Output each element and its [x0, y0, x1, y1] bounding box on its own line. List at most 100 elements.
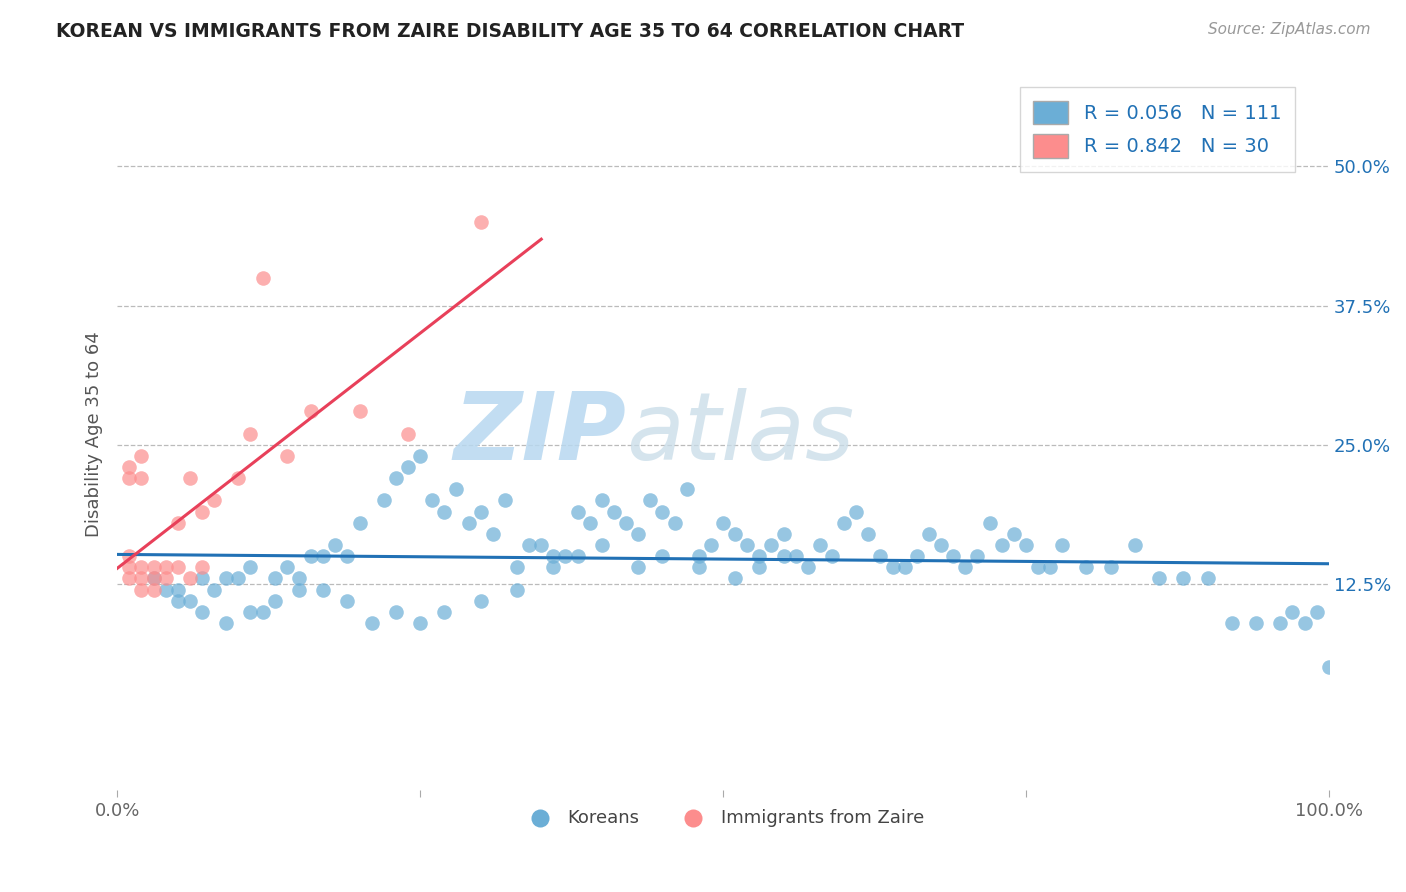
Point	[530, 538, 553, 552]
Point	[191, 560, 214, 574]
Point	[155, 571, 177, 585]
Point	[591, 493, 613, 508]
Point	[882, 560, 904, 574]
Point	[323, 538, 346, 552]
Point	[312, 582, 335, 597]
Point	[239, 560, 262, 574]
Point	[651, 549, 673, 563]
Point	[433, 605, 456, 619]
Point	[299, 404, 322, 418]
Point	[118, 571, 141, 585]
Point	[614, 516, 637, 530]
Point	[979, 516, 1001, 530]
Point	[517, 538, 540, 552]
Point	[506, 582, 529, 597]
Point	[724, 527, 747, 541]
Point	[1305, 605, 1327, 619]
Point	[627, 527, 650, 541]
Point	[202, 582, 225, 597]
Point	[118, 560, 141, 574]
Y-axis label: Disability Age 35 to 64: Disability Age 35 to 64	[86, 331, 103, 537]
Point	[1281, 605, 1303, 619]
Point	[1147, 571, 1170, 585]
Point	[336, 593, 359, 607]
Point	[688, 549, 710, 563]
Point	[1099, 560, 1122, 574]
Point	[640, 493, 662, 508]
Point	[166, 516, 188, 530]
Point	[567, 549, 589, 563]
Point	[239, 605, 262, 619]
Point	[1039, 560, 1062, 574]
Point	[1002, 527, 1025, 541]
Point	[543, 549, 565, 563]
Point	[433, 505, 456, 519]
Point	[420, 493, 443, 508]
Point	[821, 549, 844, 563]
Point	[142, 582, 165, 597]
Text: atlas: atlas	[626, 388, 855, 479]
Point	[1076, 560, 1098, 574]
Point	[955, 560, 977, 574]
Point	[761, 538, 783, 552]
Point	[748, 560, 770, 574]
Point	[506, 560, 529, 574]
Point	[1317, 660, 1340, 674]
Point	[191, 505, 214, 519]
Point	[228, 471, 250, 485]
Point	[166, 582, 188, 597]
Point	[239, 426, 262, 441]
Point	[869, 549, 891, 563]
Point	[603, 505, 626, 519]
Point	[457, 516, 479, 530]
Point	[772, 527, 794, 541]
Point	[215, 615, 238, 630]
Point	[179, 571, 201, 585]
Point	[481, 527, 503, 541]
Point	[118, 471, 141, 485]
Point	[1270, 615, 1292, 630]
Point	[929, 538, 952, 552]
Point	[288, 571, 311, 585]
Point	[918, 527, 941, 541]
Point	[1123, 538, 1146, 552]
Point	[252, 270, 274, 285]
Point	[470, 593, 492, 607]
Text: ZIP: ZIP	[453, 388, 626, 480]
Point	[893, 560, 915, 574]
Point	[990, 538, 1012, 552]
Point	[785, 549, 807, 563]
Point	[627, 560, 650, 574]
Point	[131, 582, 153, 597]
Point	[385, 471, 408, 485]
Point	[1244, 615, 1267, 630]
Point	[349, 404, 371, 418]
Point	[845, 505, 868, 519]
Point	[966, 549, 988, 563]
Point	[554, 549, 576, 563]
Point	[336, 549, 359, 563]
Point	[748, 549, 770, 563]
Text: Source: ZipAtlas.com: Source: ZipAtlas.com	[1208, 22, 1371, 37]
Point	[179, 593, 201, 607]
Point	[155, 560, 177, 574]
Point	[385, 605, 408, 619]
Point	[409, 615, 432, 630]
Point	[578, 516, 600, 530]
Point	[191, 605, 214, 619]
Point	[215, 571, 238, 585]
Point	[276, 560, 298, 574]
Point	[470, 505, 492, 519]
Point	[675, 483, 697, 497]
Point	[228, 571, 250, 585]
Point	[1015, 538, 1038, 552]
Point	[1294, 615, 1316, 630]
Point	[1220, 615, 1243, 630]
Point	[735, 538, 758, 552]
Point	[263, 593, 285, 607]
Point	[942, 549, 965, 563]
Text: KOREAN VS IMMIGRANTS FROM ZAIRE DISABILITY AGE 35 TO 64 CORRELATION CHART: KOREAN VS IMMIGRANTS FROM ZAIRE DISABILI…	[56, 22, 965, 41]
Point	[396, 460, 419, 475]
Point	[1173, 571, 1195, 585]
Point	[409, 449, 432, 463]
